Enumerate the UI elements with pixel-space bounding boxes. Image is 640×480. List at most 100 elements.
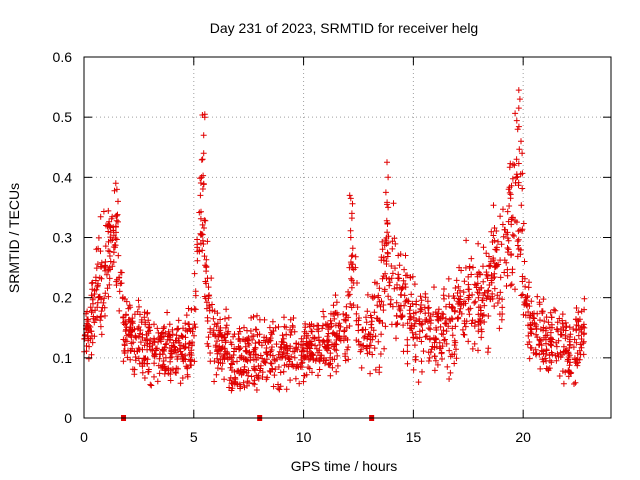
data-point — [213, 371, 220, 378]
data-point — [340, 311, 347, 317]
data-point — [379, 320, 386, 326]
data-point — [332, 332, 339, 339]
data-point — [154, 345, 160, 352]
data-point — [474, 280, 481, 287]
data-point — [247, 328, 254, 334]
data-point — [389, 245, 396, 252]
data-point — [491, 237, 498, 244]
data-point — [412, 331, 419, 338]
data-point — [157, 351, 164, 358]
data-point — [418, 338, 425, 345]
data-point — [164, 309, 171, 316]
data-point — [280, 339, 287, 346]
data-point — [554, 319, 561, 326]
data-point — [371, 345, 378, 352]
data-point — [246, 349, 253, 356]
data-point — [102, 262, 108, 269]
data-point — [103, 271, 110, 278]
y-tick-labels: 0 0.1 0.2 0.3 0.4 0.5 0.6 — [53, 49, 73, 426]
data-point — [287, 332, 294, 338]
y-axis-label: SRMTID / TECUs — [6, 183, 22, 293]
data-point — [481, 302, 488, 309]
x-tick-label: 5 — [190, 429, 198, 445]
data-point — [354, 280, 360, 286]
data-point — [89, 279, 96, 286]
data-point — [434, 361, 441, 368]
data-point — [353, 337, 360, 344]
data-point — [568, 369, 575, 376]
data-point — [452, 285, 459, 291]
data-point — [557, 331, 564, 338]
data-point — [265, 338, 272, 345]
data-point — [105, 228, 112, 235]
x-tick-label: 10 — [296, 429, 312, 445]
data-point — [273, 341, 280, 348]
data-point — [431, 353, 438, 360]
data-point — [425, 304, 432, 311]
data-point — [283, 324, 290, 331]
data-point — [169, 326, 176, 333]
data-point — [222, 324, 229, 331]
data-point — [492, 263, 499, 270]
data-point — [307, 350, 313, 357]
data-point — [519, 185, 526, 192]
data-point — [131, 348, 138, 355]
data-point — [310, 334, 316, 341]
data-point — [386, 282, 393, 289]
data-point — [572, 316, 579, 323]
data-point — [469, 291, 476, 298]
data-point — [259, 355, 266, 362]
data-point — [197, 215, 204, 222]
data-point — [494, 292, 501, 299]
data-point — [161, 346, 167, 353]
data-point — [119, 295, 126, 302]
data-point — [230, 333, 237, 340]
data-point — [133, 334, 140, 341]
data-point — [537, 365, 544, 372]
data-point — [283, 342, 290, 349]
data-point — [85, 355, 92, 362]
data-point — [577, 326, 583, 333]
data-point — [173, 332, 180, 339]
data-point — [327, 317, 334, 324]
data-point — [487, 262, 494, 269]
data-point — [358, 364, 365, 371]
data-point — [210, 331, 217, 338]
data-point — [108, 237, 114, 244]
data-point — [562, 335, 569, 342]
data-point — [557, 354, 564, 360]
data-point — [369, 351, 376, 358]
data-point — [526, 279, 532, 286]
data-point — [463, 237, 470, 244]
data-point — [403, 297, 410, 304]
data-point — [565, 373, 572, 380]
data-point — [156, 370, 163, 377]
data-point — [214, 310, 221, 317]
data-point — [309, 369, 315, 376]
data-point — [182, 341, 189, 347]
data-point — [136, 303, 142, 310]
data-point — [519, 226, 526, 233]
data-point — [423, 333, 430, 340]
data-point — [354, 304, 361, 311]
data-point — [371, 309, 378, 316]
data-point — [437, 323, 444, 330]
data-point — [160, 333, 167, 340]
data-point — [386, 279, 393, 286]
data-point — [512, 110, 519, 117]
data-point — [159, 329, 166, 336]
data-point — [472, 298, 479, 305]
data-point — [263, 356, 270, 363]
data-point — [560, 343, 567, 350]
data-point — [536, 299, 543, 306]
data-point — [222, 315, 228, 322]
data-point — [382, 189, 389, 196]
data-point — [439, 314, 446, 321]
data-point — [532, 346, 539, 353]
data-point — [453, 355, 460, 362]
data-point — [363, 345, 370, 351]
data-point — [511, 162, 518, 169]
data-point — [441, 286, 447, 292]
data-point — [425, 358, 432, 364]
data-point — [95, 234, 102, 241]
